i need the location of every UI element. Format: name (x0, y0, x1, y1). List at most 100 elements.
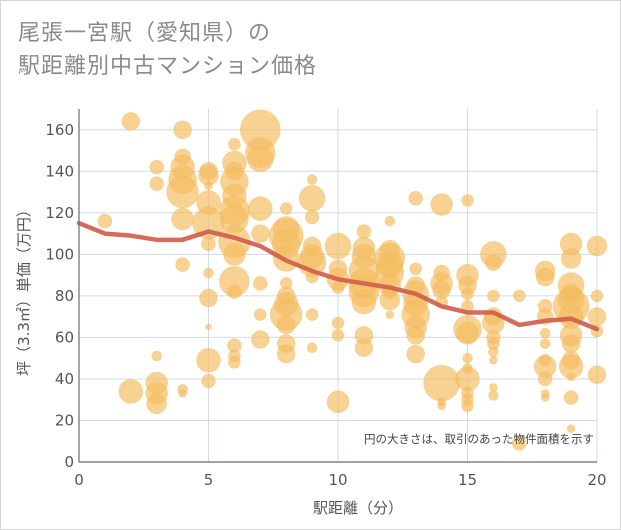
scatter-point (587, 365, 607, 385)
scatter-point (201, 236, 216, 252)
scatter-point (356, 224, 372, 239)
scatter-point (331, 281, 345, 294)
scatter-point (437, 401, 446, 411)
scatter-point (560, 248, 582, 269)
scatter-point (276, 344, 296, 364)
scatter-point (587, 307, 607, 326)
y-tick-label: 60 (55, 328, 74, 346)
scatter-point (566, 424, 576, 434)
y-axis-label: 坪（3.3㎡）単価（万円） (15, 202, 33, 376)
x-tick-label: 10 (328, 471, 347, 489)
scatter-point (247, 196, 273, 221)
scatter-point (118, 379, 144, 404)
y-tick-label: 140 (45, 162, 74, 180)
scatter-point (461, 399, 474, 413)
scatter-point (253, 308, 267, 321)
scatter-point (487, 289, 500, 303)
scatter-point (326, 390, 350, 414)
scatter-point (227, 284, 242, 300)
scatter-point (223, 243, 246, 266)
scatter-point (149, 159, 164, 175)
scatter-point (384, 215, 396, 227)
scatter-point (406, 344, 426, 364)
scatter-point (385, 310, 395, 319)
scatter-point (331, 316, 345, 330)
scatter-point (488, 390, 499, 401)
trend-line-layer (76, 220, 600, 332)
x-tick-label: 15 (458, 471, 477, 489)
chart-title: 尾張一宮駅（愛知県）の 駅距離別中古マンション価格 (18, 21, 318, 79)
scatter-point (456, 321, 479, 345)
x-tick-label: 5 (204, 471, 214, 489)
scatter-point (228, 138, 241, 151)
scatter-point (590, 289, 604, 303)
scatter-point (485, 254, 502, 271)
scatter-point (539, 338, 551, 349)
scatter-point (146, 393, 167, 415)
y-tick-label: 20 (55, 411, 74, 429)
bubble-layer (97, 109, 608, 451)
scatter-point (279, 202, 293, 215)
scatter-point (406, 326, 426, 345)
scatter-point (304, 209, 320, 225)
scatter-point (408, 190, 424, 206)
y-tick-label: 120 (45, 204, 74, 222)
scatter-point (379, 289, 401, 311)
y-tick-label: 80 (55, 287, 74, 305)
scatter-point (298, 184, 326, 212)
scatter-point (354, 338, 374, 358)
scatter-point (566, 372, 576, 382)
scatter-point (331, 329, 345, 342)
scatter-point (535, 267, 555, 287)
scatter-point (305, 308, 319, 321)
scatter-point (199, 288, 218, 308)
scatter-point (462, 352, 473, 364)
scatter-point (204, 181, 213, 191)
x-tick-label: 0 (74, 471, 84, 489)
scatter-point (250, 330, 270, 349)
scatter-point (205, 323, 212, 331)
y-tick-label: 0 (64, 453, 74, 471)
scatter-point (97, 213, 113, 229)
scatter-point (201, 373, 216, 389)
scatter-point (539, 327, 551, 339)
bubble-size-note: 円の大きさは、取引のあった物件面積を示す (364, 432, 594, 446)
scatter-point (563, 390, 579, 405)
scatter-point (488, 346, 499, 358)
scatter-point (149, 176, 164, 192)
scatter-point (540, 393, 550, 402)
scatter-point (351, 289, 377, 315)
trend-line (76, 220, 600, 332)
scatter-point (203, 267, 214, 279)
scatter-point (423, 364, 460, 402)
scatter-point (461, 287, 474, 301)
scatter-point (246, 145, 274, 173)
scatter-point (250, 224, 270, 243)
scatter-point (196, 347, 221, 373)
scatter-point (121, 112, 141, 131)
x-axis-label: 駅距離（分） (313, 499, 403, 517)
scatter-point (512, 289, 526, 303)
x-tick-label: 20 (587, 471, 606, 489)
scatter-point (586, 235, 608, 257)
scatter-point (430, 193, 453, 216)
scatter-point (561, 334, 581, 353)
scatter-point (537, 371, 553, 387)
scatter-point (151, 350, 162, 362)
scatter-point (178, 389, 187, 398)
scatter-point (489, 355, 498, 365)
scatter-point (166, 175, 199, 209)
y-tick-label: 160 (45, 121, 74, 139)
scatter-point (409, 262, 423, 276)
y-tick-label: 100 (45, 245, 74, 263)
scatter-point (228, 356, 241, 369)
scatter-point (461, 194, 474, 207)
scatter-point (511, 436, 527, 451)
scatter-point (276, 315, 296, 335)
scatter-point (252, 276, 268, 291)
scatter-point (171, 207, 194, 231)
axes: 0 20 40 60 80 100 120 140 160 0 5 10 15 20 (45, 109, 607, 489)
scatter-point (175, 257, 190, 273)
